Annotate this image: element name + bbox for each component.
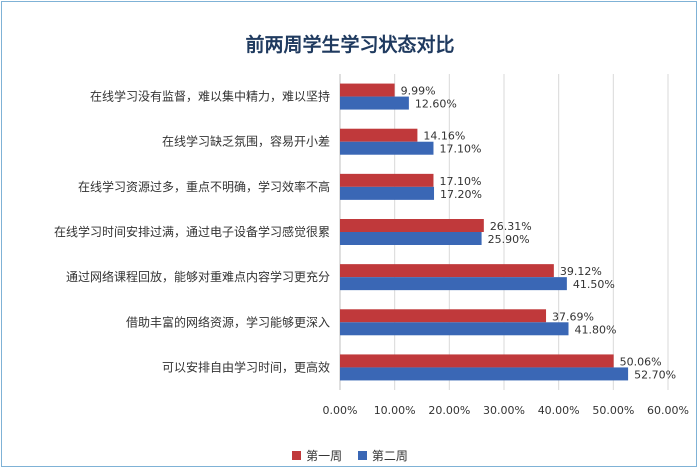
data-label-series-1-cat-5: 37.69% [552, 310, 594, 323]
x-tick-label-3: 30.00% [483, 404, 525, 417]
bar-series-2-cat-4 [340, 277, 567, 291]
bar-series-1-cat-5 [340, 309, 547, 323]
x-tick-label-2: 20.00% [428, 404, 470, 417]
data-label-series-2-cat-5: 41.80% [575, 323, 617, 336]
bar-series-2-cat-1 [340, 141, 434, 155]
legend-item-series-1: 第一周 [292, 447, 342, 464]
data-label-series-2-cat-3: 25.90% [488, 233, 530, 246]
bar-series-2-cat-3 [340, 232, 482, 245]
bar-series-1-cat-0 [340, 83, 395, 97]
x-tick-label-5: 50.00% [592, 404, 634, 417]
x-tick-label-4: 40.00% [538, 404, 580, 417]
category-label-2: 在线学习资源过多，重点不明确，学习效率不高 [78, 179, 330, 194]
category-label-5: 借助丰富的网络资源，学习能够更深入 [126, 314, 330, 329]
data-label-series-1-cat-6: 50.06% [620, 355, 662, 368]
x-tick-label-6: 60.00% [647, 404, 689, 417]
bar-series-2-cat-0 [340, 96, 409, 110]
data-label-series-2-cat-4: 41.50% [573, 278, 615, 291]
data-label-series-1-cat-0: 9.99% [401, 85, 436, 98]
data-label-series-1-cat-2: 17.10% [439, 175, 481, 188]
bar-series-1-cat-6 [340, 354, 614, 368]
category-label-3: 在线学习时间安排过满，通过电子设备学习感觉很累 [54, 224, 330, 239]
bar-series-2-cat-5 [340, 322, 569, 336]
data-label-series-2-cat-1: 17.10% [439, 143, 481, 156]
chart-legend: 第一周 第二周 [0, 447, 700, 464]
legend-swatch-series-1 [292, 451, 302, 460]
data-label-series-1-cat-3: 26.31% [490, 220, 532, 233]
bar-series-1-cat-2 [340, 173, 434, 187]
category-label-6: 可以安排自由学习时间，更高效 [162, 359, 330, 374]
legend-label-series-2: 第二周 [371, 449, 408, 463]
bar-series-2-cat-6 [340, 367, 629, 381]
data-label-series-1-cat-4: 39.12% [560, 265, 602, 278]
legend-swatch-series-2 [357, 451, 367, 460]
data-label-series-2-cat-6: 52.70% [634, 368, 676, 381]
bar-series-1-cat-4 [340, 264, 554, 278]
data-label-series-1-cat-1: 14.16% [423, 130, 465, 143]
bar-series-1-cat-3 [340, 219, 484, 232]
data-label-series-2-cat-2: 17.20% [440, 188, 482, 201]
legend-item-series-2: 第二周 [357, 447, 408, 464]
category-label-4: 通过网络课程回放，能够对重难点内容学习更充分 [66, 269, 330, 284]
chart-title: 前两周学生学习状态对比 [245, 34, 455, 56]
legend-label-series-1: 第一周 [306, 449, 343, 463]
bar-series-2-cat-2 [340, 186, 435, 200]
bar-series-1-cat-1 [340, 128, 418, 142]
x-tick-label-0: 0.00% [323, 404, 358, 417]
x-tick-label-1: 10.00% [374, 404, 416, 417]
category-label-1: 在线学习缺乏氛围，容易开小差 [162, 134, 330, 149]
category-label-0: 在线学习没有监督，难以集中精力，难以坚持 [90, 89, 330, 104]
data-label-series-2-cat-0: 12.60% [415, 98, 457, 111]
